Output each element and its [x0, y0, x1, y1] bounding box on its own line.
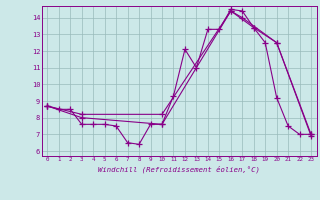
X-axis label: Windchill (Refroidissement éolien,°C): Windchill (Refroidissement éolien,°C): [98, 165, 260, 173]
